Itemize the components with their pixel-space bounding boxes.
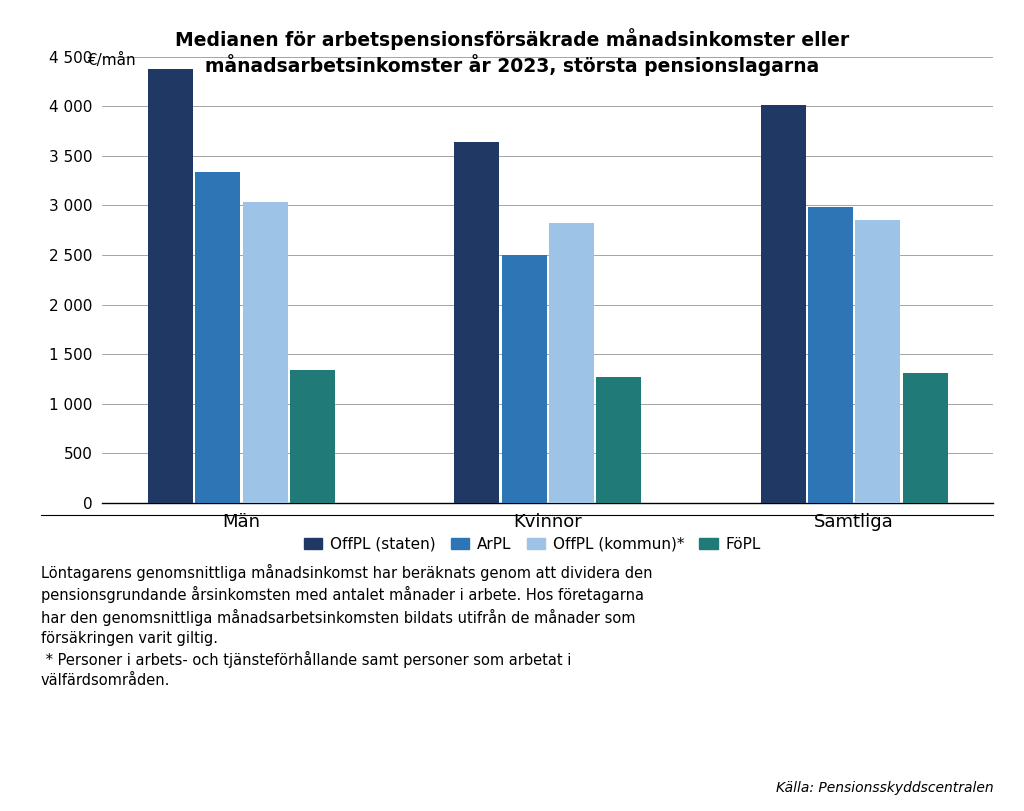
Text: Löntagarens genomsnittliga månadsinkomst har beräknats genom att dividera den
pe: Löntagarens genomsnittliga månadsinkomst… bbox=[41, 564, 652, 688]
Text: Medianen för arbetspensionsförsäkrade månadsinkomster eller
månadsarbetsinkomste: Medianen för arbetspensionsförsäkrade må… bbox=[175, 28, 849, 76]
Bar bbox=[502, 255, 547, 503]
Bar bbox=[808, 208, 853, 503]
Bar bbox=[902, 373, 947, 503]
Text: Källa: Pensionsskyddscentralen: Källa: Pensionsskyddscentralen bbox=[775, 781, 993, 795]
Legend: OffPL (staten), ArPL, OffPL (kommun)*, FöPL: OffPL (staten), ArPL, OffPL (kommun)*, F… bbox=[298, 530, 767, 558]
Bar bbox=[196, 172, 241, 503]
Bar bbox=[148, 69, 194, 503]
Bar bbox=[549, 223, 594, 503]
Bar bbox=[855, 221, 900, 503]
Bar bbox=[290, 370, 335, 503]
Bar bbox=[455, 142, 500, 503]
Bar bbox=[596, 377, 641, 503]
Bar bbox=[243, 203, 288, 503]
Bar bbox=[761, 105, 806, 503]
Text: €/mån: €/mån bbox=[87, 53, 135, 68]
